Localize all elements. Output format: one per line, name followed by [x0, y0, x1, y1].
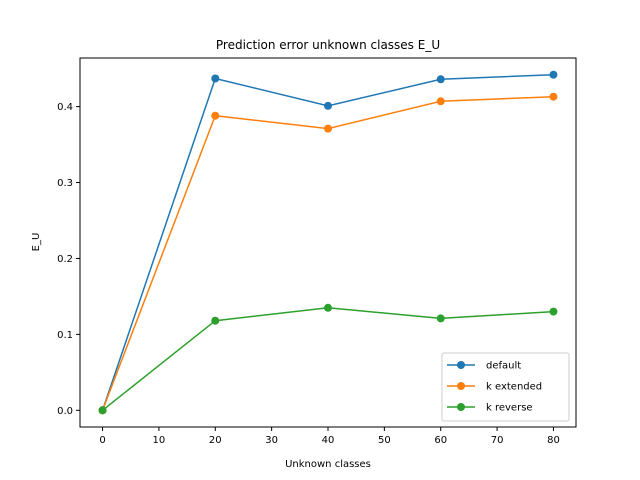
x-tick-label: 70: [491, 435, 504, 446]
y-tick-label: 0.2: [57, 254, 73, 265]
legend-label-k-reverse: k reverse: [486, 403, 533, 414]
chart-title: Prediction error unknown classes E_U: [216, 38, 440, 52]
x-tick-label: 30: [265, 435, 278, 446]
y-tick-label: 0.0: [57, 406, 73, 417]
data-point-k-reverse: [549, 307, 558, 316]
data-point-k-extended: [549, 92, 558, 101]
data-point-default: [549, 70, 558, 79]
y-axis-title: E_U: [31, 233, 42, 252]
x-tick-label: 80: [547, 435, 560, 446]
plot-frame: [79, 57, 577, 428]
data-point-k-reverse: [436, 314, 445, 323]
x-tick-label: 60: [434, 435, 447, 446]
data-point-k-reverse: [324, 303, 332, 312]
data-point-default: [324, 101, 332, 110]
y-tick-label: 0.4: [57, 102, 73, 113]
data-point-k-extended: [436, 97, 445, 106]
legend-marker-default: [457, 361, 465, 369]
data-point-default: [211, 74, 220, 83]
x-tick-label: 50: [378, 435, 391, 446]
data-point-k-extended: [211, 111, 220, 120]
legend-marker-k-extended: [457, 382, 465, 390]
x-axis-title: Unknown classes: [285, 459, 371, 470]
legend-label-default: default: [486, 361, 521, 372]
data-point-default: [436, 75, 445, 84]
data-point-k-reverse: [211, 316, 220, 325]
data-point-k-extended: [324, 124, 332, 133]
x-tick-label: 0: [99, 435, 105, 446]
x-tick-label: 10: [153, 435, 166, 446]
y-tick-label: 0.1: [57, 330, 73, 341]
x-tick-label: 20: [209, 435, 222, 446]
x-tick-label: 40: [322, 435, 335, 446]
legend-label-k-extended: k extended: [486, 382, 542, 393]
y-tick-label: 0.3: [57, 178, 73, 189]
legend-marker-k-reverse: [457, 403, 465, 411]
legend-box: [441, 352, 570, 422]
data-point-k-reverse: [98, 406, 107, 415]
